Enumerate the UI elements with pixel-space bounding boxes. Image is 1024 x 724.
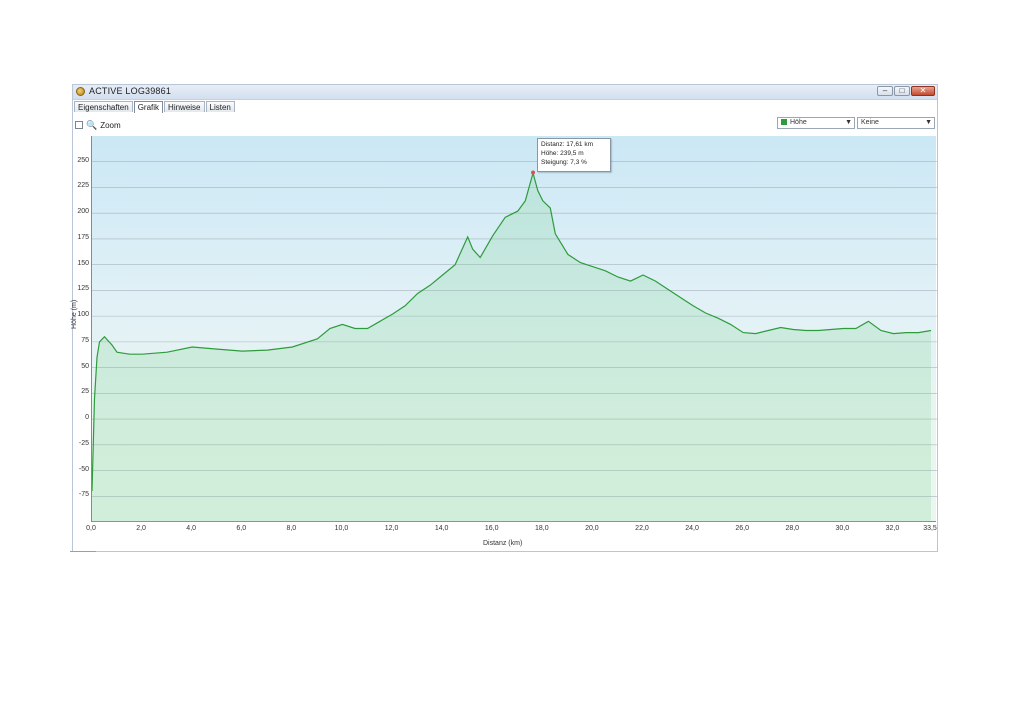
app-window: ACTIVE LOG39861 – □ ✕ Eigenschaften Graf… [71,84,938,552]
maximize-button[interactable]: □ [894,86,910,96]
x-tick-label: 22,0 [635,525,649,532]
y-tick-label: 75 [81,336,89,344]
chevron-down-icon: ▼ [845,119,852,126]
x-tick-label: 32,0 [885,525,900,532]
second-select-value: Keine [861,119,879,126]
y-axis-title: Höhe (m) [71,299,78,329]
x-tick-label: 26,0 [735,525,749,532]
plot-area[interactable] [91,136,937,522]
window-title: ACTIVE LOG39861 [89,86,172,96]
series-select[interactable]: Höhe ▼ [777,117,855,129]
x-tick-label: 30,0 [835,525,850,532]
series-select-value: Höhe [790,119,807,126]
x-tick-label: 20,0 [585,525,599,532]
chevron-down-icon: ▼ [925,119,932,126]
y-tick-label: 225 [77,182,89,190]
zoom-label: Zoom [100,120,121,130]
x-axis-title: Distanz (km) [483,540,523,547]
elevation-chart [91,161,937,522]
title-bar[interactable]: ACTIVE LOG39861 – □ ✕ [73,85,937,100]
y-tick-label: 50 [81,362,89,370]
x-tick-label: 33,5 [923,525,937,532]
tooltip-elevation: Höhe: 239,5 m [541,150,584,157]
tab-grafik[interactable]: Grafik [133,101,164,113]
series-color-swatch [781,119,787,126]
magnifier-icon[interactable]: 🔍 [86,119,98,130]
tooltip-distance: Distanz: 17,61 km [541,141,594,148]
y-tick-label: 0 [85,414,89,422]
y-tick-label: 25 [81,388,89,396]
chart-toolbar: 🔍 Zoom [75,118,121,132]
x-tick-label: 10,0 [334,525,349,532]
x-tick-label: 28,0 [785,525,800,532]
x-tick-label: 4,0 [186,525,197,532]
y-tick-label: 200 [77,208,89,216]
y-tick-label: -25 [78,439,89,447]
y-tick-label: 175 [77,233,89,241]
elevation-area [92,173,931,522]
x-tick-label: 18,0 [534,525,549,532]
hover-marker [531,170,536,175]
y-tick-label: 250 [77,156,89,164]
second-series-select[interactable]: Keine ▼ [857,117,935,129]
x-tick-label: 14,0 [434,525,449,532]
y-tick-label: 100 [77,311,89,319]
x-tick-label: 24,0 [685,525,699,532]
minimize-button[interactable]: – [877,86,893,96]
x-tick-label: 8,0 [286,525,297,532]
y-tick-label: -50 [78,465,89,473]
tab-eigenschaften[interactable]: Eigenschaften [74,101,133,112]
y-tick-label: 150 [77,259,89,267]
tab-strip: Eigenschaften Grafik Hinweise Listen [74,101,236,113]
y-tick-label: -75 [78,491,89,499]
x-tick-label: 2,0 [136,525,146,532]
data-tooltip: Distanz: 17,61 km Höhe: 239,5 m Steigung… [537,138,611,172]
tab-hinweise[interactable]: Hinweise [164,101,205,112]
x-tick-label: 16,0 [484,525,499,532]
y-tick-label: 125 [77,285,89,293]
x-tick-label: 6,0 [236,525,247,532]
close-button[interactable]: ✕ [911,86,935,96]
tab-listen[interactable]: Listen [205,101,235,112]
window-controls: – □ ✕ [877,86,935,97]
divider [70,551,96,552]
x-tick-label: 0,0 [86,525,96,532]
tooltip-grade: Steigung: 7,3 % [541,159,587,166]
zoom-checkbox[interactable] [75,121,83,129]
app-icon [76,87,85,96]
x-tick-label: 12,0 [384,525,399,532]
